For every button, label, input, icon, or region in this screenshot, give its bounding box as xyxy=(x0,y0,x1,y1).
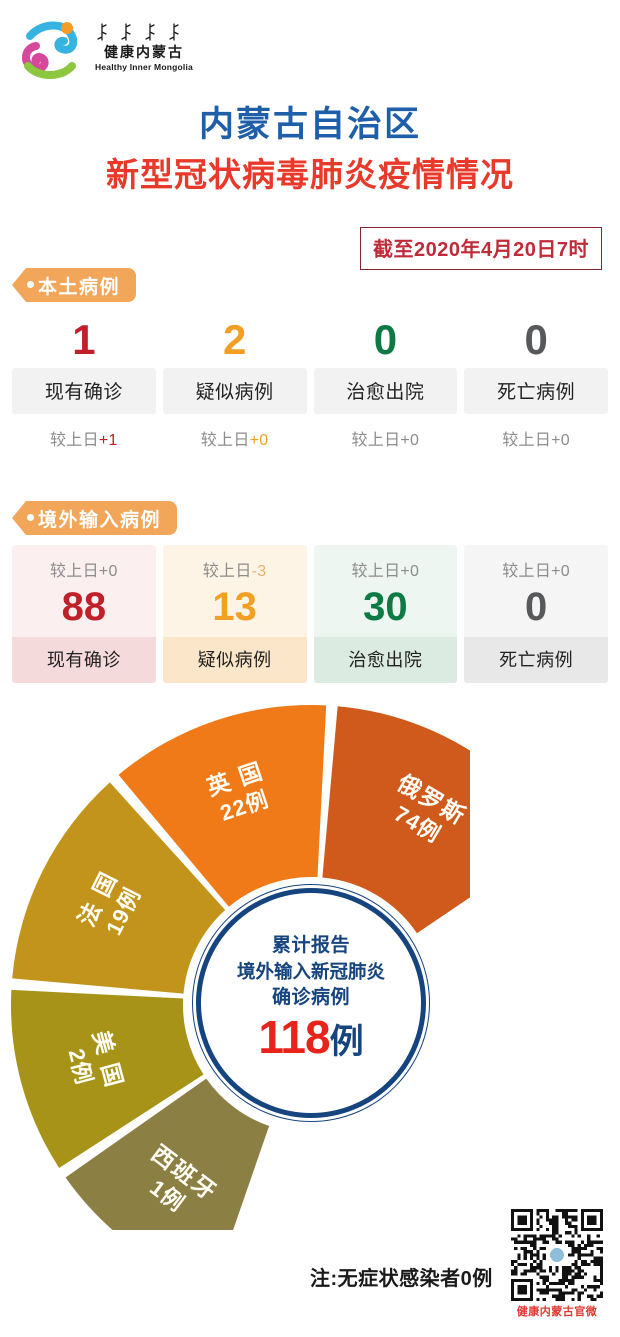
healthy-inner-mongolia-logo-icon xyxy=(22,21,78,79)
imported-value-1: 13 xyxy=(212,585,257,629)
imported-delta-3: 较上日+0 xyxy=(502,563,570,580)
imported-delta-1: 较上日-3 xyxy=(202,563,267,580)
imported-value-3: 0 xyxy=(525,585,548,629)
local-delta-3: 较上日+0 xyxy=(502,432,570,449)
pie-slice-4 xyxy=(65,1078,270,1230)
qr-caption: 健康内蒙古官微 xyxy=(516,1306,598,1318)
imported-card-3: 较上日+0 0 死亡病例 xyxy=(464,545,608,683)
imported-card-0: 较上日+0 88 现有确诊 xyxy=(12,545,156,683)
local-delta-0: 较上日+1 xyxy=(50,432,118,449)
page-subtitle: 新型冠状病毒肺炎疫情情况 xyxy=(106,156,514,193)
local-label-3: 死亡病例 xyxy=(464,368,608,414)
imported-label-3: 死亡病例 xyxy=(464,637,608,683)
local-cell-2: 0 治愈出院 较上日+0 xyxy=(313,312,458,450)
logo: 健康内蒙古 Healthy Inner Mongolia xyxy=(14,14,194,88)
local-value-1: 2 xyxy=(222,316,247,363)
logo-english-text: Healthy Inner Mongolia xyxy=(95,62,193,72)
center-line-2: 确诊病例 xyxy=(271,987,350,1008)
section-tag-imported: 境外输入病例 xyxy=(12,501,178,535)
imported-delta-2: 较上日+0 xyxy=(351,563,420,580)
local-delta-1: 较上日+0 xyxy=(200,432,269,449)
local-cases-grid: 1 现有确诊 较上日+1 2 疑似病例 较上日+0 0 治愈出院 较上日+0 0… xyxy=(12,312,608,450)
center-line-0: 累计报告 xyxy=(271,935,350,956)
local-value-2: 0 xyxy=(373,316,398,363)
tag-dot-icon xyxy=(27,281,34,288)
center-line-1: 境外输入新冠肺炎 xyxy=(236,961,385,982)
qr-code-block[interactable]: 健康内蒙古官微 xyxy=(511,1209,603,1319)
local-value-3: 0 xyxy=(524,316,548,363)
imported-card-2: 较上日+0 30 治愈出院 xyxy=(313,545,458,683)
page-title: 内蒙古自治区 xyxy=(198,105,421,144)
local-value-0: 1 xyxy=(72,316,96,363)
qr-code-icon[interactable] xyxy=(511,1209,603,1301)
pie-slice-3 xyxy=(10,989,204,1168)
imported-value-0: 88 xyxy=(61,585,107,629)
pie-slice-2 xyxy=(12,782,226,994)
mongolian-script-icon xyxy=(97,23,179,41)
center-total-value: 118 xyxy=(258,1011,330,1063)
logo-chinese-text: 健康内蒙古 xyxy=(104,44,184,60)
date-badge: 截至2020年4月20日7时 xyxy=(360,227,602,270)
country-distribution-chart: 俄罗斯 74例英 国 22例法 国 19例美 国 2例 西班牙 1例 xyxy=(0,690,470,1230)
local-label-1: 疑似病例 xyxy=(162,368,307,414)
imported-label-0: 现有确诊 xyxy=(12,637,156,683)
pie-slice-0 xyxy=(322,706,470,934)
imported-label-1: 疑似病例 xyxy=(162,637,307,683)
footer-note: 注:无症状感染者0例 xyxy=(310,1268,493,1290)
imported-delta-0: 较上日+0 xyxy=(50,563,118,580)
imported-cases-grid: 较上日+0 88 现有确诊 较上日-3 13 疑似病例 较上日+0 30 治愈出… xyxy=(12,545,608,683)
imported-value-2: 30 xyxy=(363,585,408,629)
section-tag-local-label: 本土病例 xyxy=(38,276,121,298)
local-label-2: 治愈出院 xyxy=(313,368,458,414)
imported-label-2: 治愈出院 xyxy=(313,637,458,683)
imported-card-1: 较上日-3 13 疑似病例 xyxy=(162,545,307,683)
local-label-0: 现有确诊 xyxy=(12,368,156,414)
center-total-unit: 例 xyxy=(329,1023,364,1061)
local-cell-3: 0 死亡病例 较上日+0 xyxy=(464,312,608,450)
chart-center-total: 累计报告 境外输入新冠肺炎 确诊病例 118例 xyxy=(196,888,426,1118)
local-cell-0: 1 现有确诊 较上日+1 xyxy=(12,312,156,450)
center-total: 118例 xyxy=(258,1013,363,1073)
local-delta-2: 较上日+0 xyxy=(351,432,420,449)
pie-slice-1 xyxy=(118,705,327,907)
section-tag-local: 本土病例 xyxy=(12,268,137,302)
local-cell-1: 2 疑似病例 较上日+0 xyxy=(162,312,307,450)
tag-dot-icon xyxy=(27,514,34,521)
section-tag-imported-label: 境外输入病例 xyxy=(38,509,162,531)
